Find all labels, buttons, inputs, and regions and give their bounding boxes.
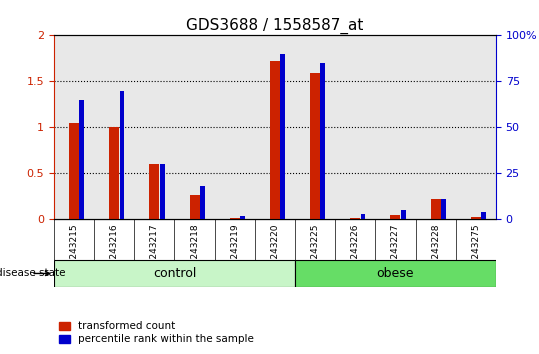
Text: GSM243227: GSM243227 (391, 224, 400, 278)
Bar (160, 164, 164, 219)
Bar (471, 217, 481, 219)
Text: disease state: disease state (0, 268, 66, 279)
Bar (149, 164, 160, 219)
Bar (481, 212, 486, 219)
Bar (120, 91, 125, 219)
Bar (350, 218, 360, 219)
Text: GSM243226: GSM243226 (351, 224, 360, 278)
Text: obese: obese (377, 267, 414, 280)
Bar (401, 210, 406, 219)
Text: GSM243225: GSM243225 (310, 224, 320, 278)
FancyBboxPatch shape (54, 260, 295, 287)
Bar (190, 195, 199, 219)
Bar (200, 186, 205, 219)
Text: GSM243215: GSM243215 (70, 224, 79, 278)
Bar (270, 61, 280, 219)
Text: GSM243218: GSM243218 (190, 224, 199, 278)
Bar (361, 214, 365, 219)
Bar (69, 123, 79, 219)
Bar (431, 199, 440, 219)
Bar (441, 199, 446, 219)
Bar (390, 215, 400, 219)
Bar (109, 126, 119, 219)
Title: GDS3688 / 1558587_at: GDS3688 / 1558587_at (186, 18, 364, 34)
Bar (321, 63, 326, 219)
Text: GSM243216: GSM243216 (109, 224, 119, 278)
Text: GSM243228: GSM243228 (431, 224, 440, 278)
Bar (240, 216, 245, 219)
Text: GSM243275: GSM243275 (471, 224, 480, 278)
Text: control: control (153, 267, 196, 280)
Bar (280, 54, 285, 219)
Text: GSM243219: GSM243219 (230, 224, 239, 278)
Text: GSM243217: GSM243217 (150, 224, 159, 278)
Bar (230, 218, 240, 219)
Text: GSM243220: GSM243220 (271, 224, 279, 278)
Legend: transformed count, percentile rank within the sample: transformed count, percentile rank withi… (59, 321, 254, 344)
FancyBboxPatch shape (295, 260, 496, 287)
Bar (310, 73, 320, 219)
Bar (79, 100, 84, 219)
